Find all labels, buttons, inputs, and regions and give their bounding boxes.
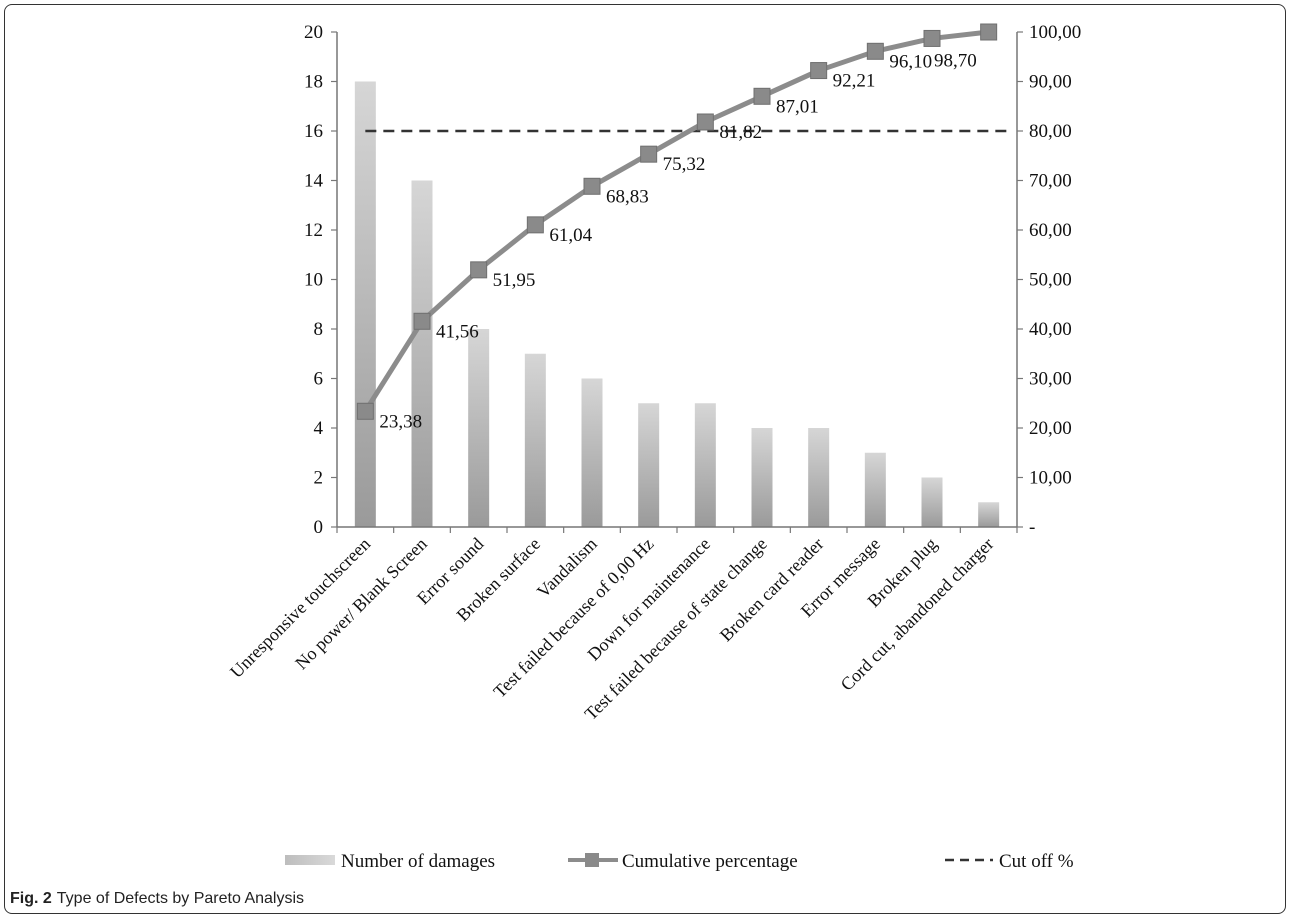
cumulative-marker-1 [356, 402, 374, 420]
caption-prefix: Fig. 2 [10, 890, 52, 907]
cumulative-line-layer [356, 23, 998, 420]
cumulative-data-label: 23,38 [379, 411, 422, 432]
legend-label-bars: Number of damages [341, 851, 495, 872]
cumulative-data-label: 75,32 [663, 154, 706, 175]
right-tick-label: 100,00 [1029, 22, 1081, 43]
cumulative-marker-8 [753, 87, 771, 105]
right-tick-label: - [1029, 517, 1035, 538]
bar-9 [808, 428, 830, 527]
left-tick-label: 0 [314, 517, 324, 538]
legend-label-cutoff: Cut off % [999, 851, 1074, 872]
cumulative-marker-7 [696, 113, 714, 131]
bar-1 [354, 81, 376, 527]
bar-8 [751, 428, 773, 527]
cumulative-data-label: 92,21 [833, 71, 876, 92]
cumulative-data-label: 87,01 [776, 96, 819, 117]
right-tick-label: 10,00 [1029, 468, 1072, 489]
legend-label-line: Cumulative percentage [622, 851, 798, 872]
bar-5 [581, 378, 603, 527]
bar-11 [921, 477, 943, 527]
bar-3 [468, 329, 490, 527]
cumulative-marker-12 [980, 23, 998, 41]
bar-4 [524, 353, 546, 527]
cumulative-marker-3 [470, 261, 488, 279]
cumulative-line [363, 29, 989, 413]
right-tick-label: 20,00 [1029, 418, 1072, 439]
cumulative-data-label: 96,10 [889, 51, 932, 72]
figure-caption: Fig. 2 Type of Defects by Pareto Analysis [10, 890, 304, 908]
right-tick-label: 40,00 [1029, 319, 1072, 340]
left-tick-label: 6 [314, 369, 324, 390]
bar-2 [411, 180, 433, 527]
cumulative-marker-11 [923, 29, 941, 47]
cumulative-data-label: 51,95 [493, 270, 536, 291]
cumulative-data-label: 81,82 [719, 122, 762, 143]
caption-text: Type of Defects by Pareto Analysis [56, 890, 305, 907]
axes-layer: 0 2 4 6 8 10 12 14 16 18 20 - 10,00 20,00 30,00 40,00 50… [226, 22, 1081, 724]
cumulative-marker-2 [413, 312, 431, 330]
left-tick-label: 4 [314, 418, 324, 439]
left-tick-label: 20 [304, 22, 323, 43]
bar-12 [978, 502, 1000, 527]
legend-swatch-marker [585, 853, 599, 867]
data-labels-layer: 23,38 41,56 51,95 61,04 68,83 75,32 81,82 87,01… [379, 50, 976, 432]
left-tick-label: 10 [304, 270, 323, 291]
right-tick-label: 60,00 [1029, 220, 1072, 241]
bar-10 [864, 452, 886, 527]
cumulative-marker-6 [640, 145, 658, 163]
bar-6 [638, 403, 660, 527]
left-tick-label: 12 [304, 220, 323, 241]
cumulative-data-label: 61,04 [549, 225, 592, 246]
right-tick-label: 80,00 [1029, 121, 1072, 142]
bars-layer [354, 81, 1000, 527]
left-tick-label: 16 [304, 121, 323, 142]
legend-swatch-bars [285, 855, 335, 865]
bar-7 [694, 403, 716, 527]
cumulative-data-label: 98,70 [934, 50, 977, 71]
cumulative-data-label: 41,56 [436, 321, 479, 342]
cumulative-marker-9 [810, 62, 828, 80]
left-tick-label: 8 [314, 319, 324, 340]
cumulative-marker-10 [866, 42, 884, 60]
left-tick-label: 18 [304, 72, 323, 93]
legend: Number of damages Cumulative percentage Cu… [285, 851, 1074, 872]
category-label: Broken card reader [716, 534, 828, 646]
right-tick-label: 70,00 [1029, 171, 1072, 192]
cumulative-data-label: 68,83 [606, 186, 649, 207]
cumulative-marker-5 [583, 177, 601, 195]
cumulative-marker-4 [526, 216, 544, 234]
left-tick-label: 14 [304, 171, 324, 192]
right-tick-label: 30,00 [1029, 369, 1072, 390]
left-tick-label: 2 [314, 468, 324, 489]
right-tick-label: 50,00 [1029, 270, 1072, 291]
right-tick-label: 90,00 [1029, 72, 1072, 93]
